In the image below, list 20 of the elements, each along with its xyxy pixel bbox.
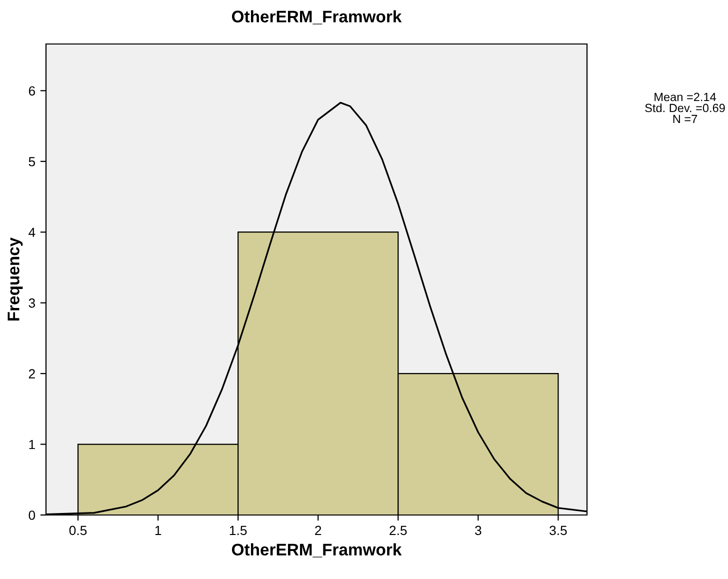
y-axis-title: Frequency [8, 237, 23, 321]
x-axis-title: OtherERM_Framwork [232, 543, 402, 558]
y-tick-label: 5 [28, 157, 36, 166]
x-tick-label: 3.5 [550, 526, 567, 536]
x-tick-label: 1.5 [230, 526, 247, 536]
x-tick-label: 2 [315, 526, 322, 535]
y-tick-label: 3 [28, 298, 36, 308]
x-tick-label: 0.5 [69, 526, 87, 536]
text: Std. Dev. =0.69 [645, 104, 725, 112]
y-tick-label: 2 [28, 369, 35, 378]
x-tick-label: 3 [474, 526, 482, 536]
y-tick-label: 0 [28, 510, 36, 520]
x-tick-label: 1 [155, 526, 162, 535]
text: Mean =2.14 [654, 92, 716, 102]
y-tick-label: 6 [28, 86, 36, 96]
y-tick-label: 1 [29, 440, 35, 450]
x-tick-label: 2.5 [390, 526, 407, 536]
chart-title: OtherERM_Framwork [232, 10, 402, 24]
text: N =7 [673, 114, 698, 124]
y-tick-label: 4 [28, 228, 36, 237]
